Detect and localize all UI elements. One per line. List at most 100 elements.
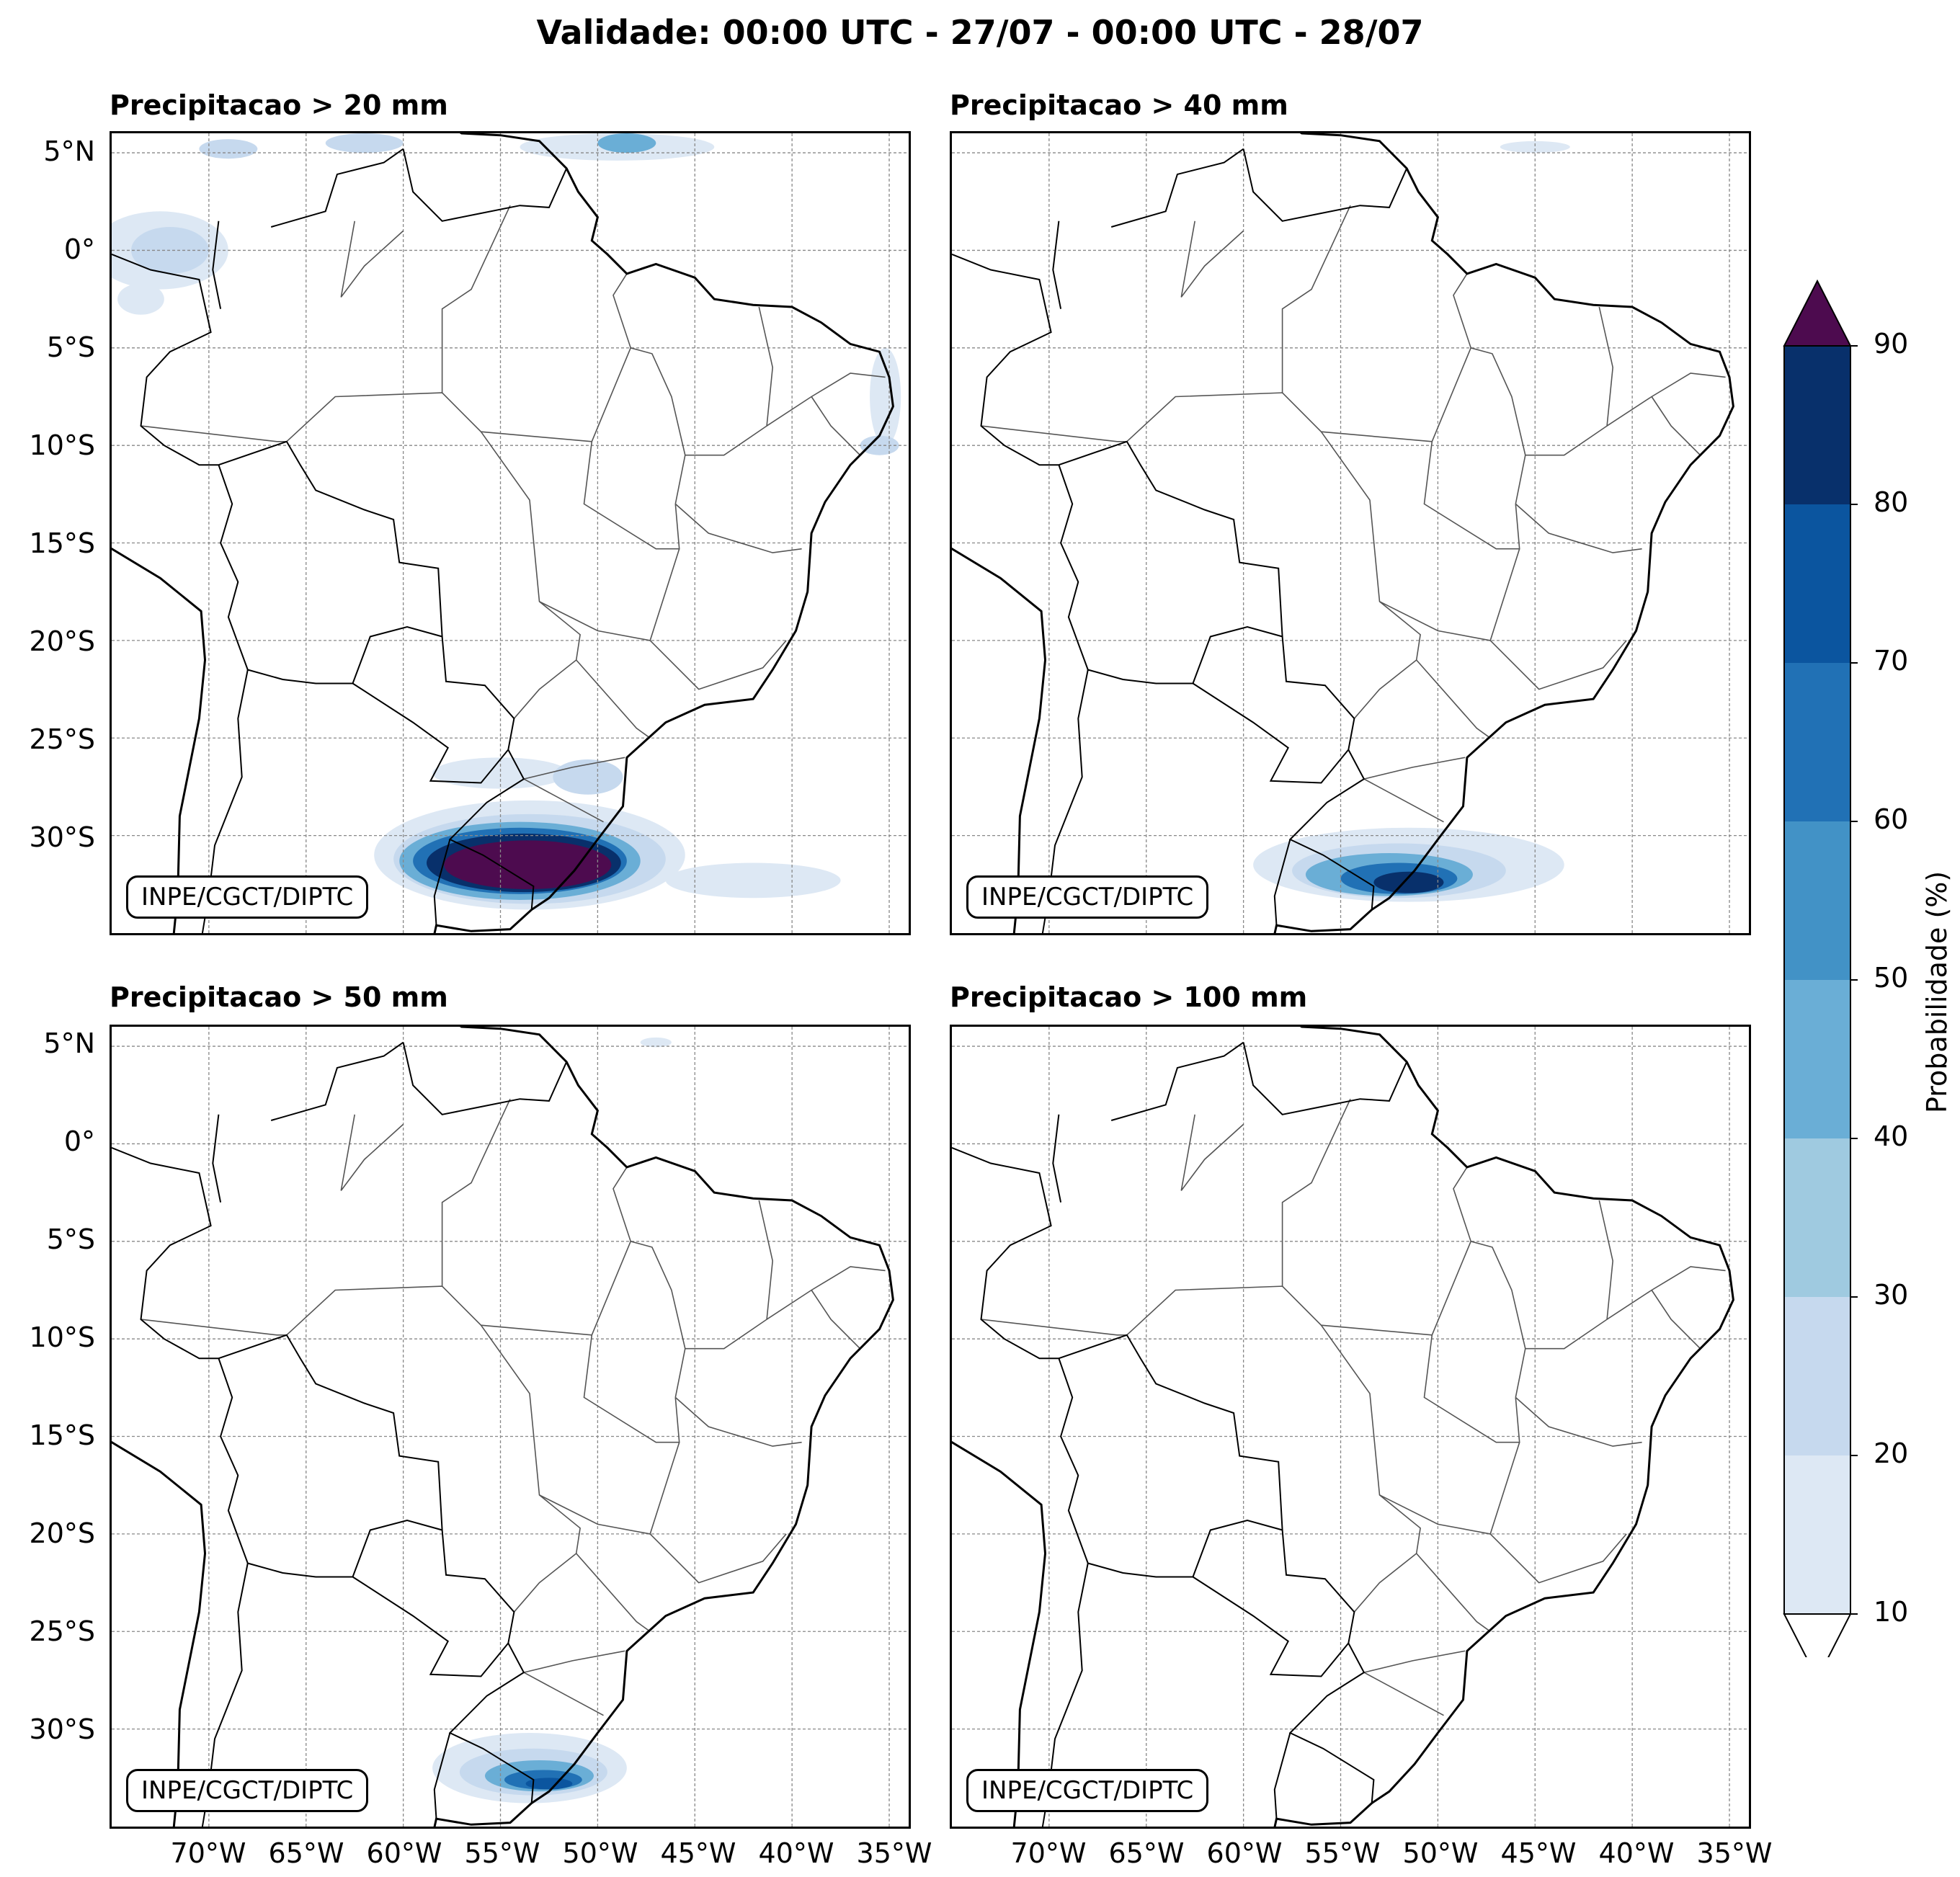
panel-title-50mm: Precipitacao > 50 mm <box>110 981 448 1013</box>
precip-contour <box>1500 141 1570 153</box>
map-canvas <box>952 133 1749 933</box>
lat-label: 5°S <box>46 1223 95 1255</box>
state-border <box>1515 503 1642 553</box>
colorbar-title: Probabilidade (%) <box>1921 870 1953 1113</box>
country-border <box>1059 440 1283 637</box>
precip-contour <box>525 1778 573 1790</box>
colorbar-tick-label: 70 <box>1874 645 1909 677</box>
colorbar-extend-min <box>1783 1613 1852 1657</box>
colorbar-tick-label: 60 <box>1874 803 1909 835</box>
lon-label: 35°W <box>1696 1837 1773 1869</box>
country-border <box>1242 1042 1408 1115</box>
colorbar-tick-label: 40 <box>1874 1120 1909 1152</box>
lat-label: 0° <box>63 1125 95 1157</box>
state-border <box>612 273 631 349</box>
country-border <box>1242 148 1408 222</box>
state-border <box>523 1650 625 1673</box>
lon-label: 60°W <box>1206 1837 1283 1869</box>
lat-label: 5°S <box>46 331 95 363</box>
country-border <box>218 1334 443 1530</box>
lon-label: 50°W <box>562 1837 638 1869</box>
lon-label: 50°W <box>1402 1837 1479 1869</box>
state-border <box>649 640 787 690</box>
state-border <box>811 396 861 456</box>
state-border <box>523 757 625 780</box>
state-border <box>286 1285 592 1336</box>
colorbar-tick-label: 80 <box>1874 486 1909 518</box>
state-borders <box>141 1098 886 1716</box>
state-border <box>766 373 886 427</box>
country-border <box>1273 1732 1291 1819</box>
country-border <box>212 220 222 309</box>
map-canvas <box>112 133 909 933</box>
coastline <box>1273 133 1734 933</box>
lat-label: 25°S <box>29 723 95 755</box>
lon-label: 45°W <box>1500 1837 1577 1869</box>
country-border <box>212 1114 222 1203</box>
country-border <box>448 749 535 910</box>
country-border <box>218 464 442 685</box>
country-borders <box>952 148 1408 933</box>
state-border <box>1651 1290 1701 1350</box>
coastline-pacific <box>952 1440 1047 1827</box>
colorbar-tick-label: 30 <box>1874 1279 1909 1311</box>
precip-contour <box>665 862 841 899</box>
credit-label: INPE/CGCT/DIPTC <box>966 1769 1209 1812</box>
colorbar-segment <box>1784 821 1850 980</box>
state-border <box>591 1240 686 1398</box>
state-border <box>340 220 404 298</box>
map-panel-100mm: INPE/CGCT/DIPTC <box>950 1025 1751 1829</box>
state-border <box>1525 306 1614 456</box>
country-border <box>270 148 404 228</box>
state-borders <box>981 205 1726 823</box>
state-border <box>591 347 686 504</box>
state-border <box>480 431 581 719</box>
country-border <box>1288 1643 1375 1804</box>
country-border <box>112 253 219 466</box>
colorbar-extend-max <box>1783 279 1852 347</box>
state-border <box>1379 1442 1520 1535</box>
country-border <box>270 1041 404 1121</box>
state-border <box>1320 431 1421 719</box>
colorbar-tick-label: 20 <box>1874 1437 1909 1469</box>
lat-label: 25°S <box>29 1615 95 1647</box>
country-border <box>1052 220 1062 309</box>
state-border <box>1453 273 1471 349</box>
map-canvas <box>952 1027 1749 1827</box>
state-border <box>674 1396 802 1447</box>
country-border <box>433 1732 451 1819</box>
country-border <box>433 839 451 926</box>
state-border <box>1180 1114 1244 1191</box>
state-border <box>1126 392 1433 442</box>
state-border <box>523 778 604 823</box>
country-border <box>1058 1357 1283 1578</box>
panel-title-40mm: Precipitacao > 40 mm <box>950 89 1288 121</box>
state-border <box>1363 778 1444 823</box>
state-border <box>649 1533 787 1584</box>
state-border <box>1431 1240 1526 1398</box>
lon-label: 45°W <box>660 1837 736 1869</box>
lat-label: 0° <box>63 233 95 265</box>
colorbar-tick-label: 90 <box>1874 328 1909 360</box>
state-border <box>1363 757 1466 780</box>
state-border <box>141 425 287 442</box>
country-border <box>1052 1114 1062 1203</box>
state-border <box>1423 441 1520 550</box>
state-border <box>1515 1396 1642 1447</box>
credit-label: INPE/CGCT/DIPTC <box>126 1769 369 1812</box>
lon-label: 65°W <box>1108 1837 1185 1869</box>
gridlines <box>952 1027 1749 1827</box>
map-canvas <box>112 1027 909 1827</box>
precip-field <box>112 133 901 910</box>
colorbar-segment <box>1784 1455 1850 1614</box>
state-border <box>1320 1324 1421 1613</box>
precip-contour <box>640 1037 672 1048</box>
lat-label: 15°S <box>29 1419 95 1451</box>
state-border <box>1651 396 1701 456</box>
colorbar-tick-label: 10 <box>1874 1596 1909 1628</box>
country-border <box>1288 749 1375 910</box>
state-border <box>1363 1672 1444 1716</box>
map-panel-50mm: INPE/CGCT/DIPTC <box>110 1025 911 1829</box>
colorbar-segment <box>1784 1138 1850 1297</box>
lat-label: 5°N <box>43 1027 95 1059</box>
